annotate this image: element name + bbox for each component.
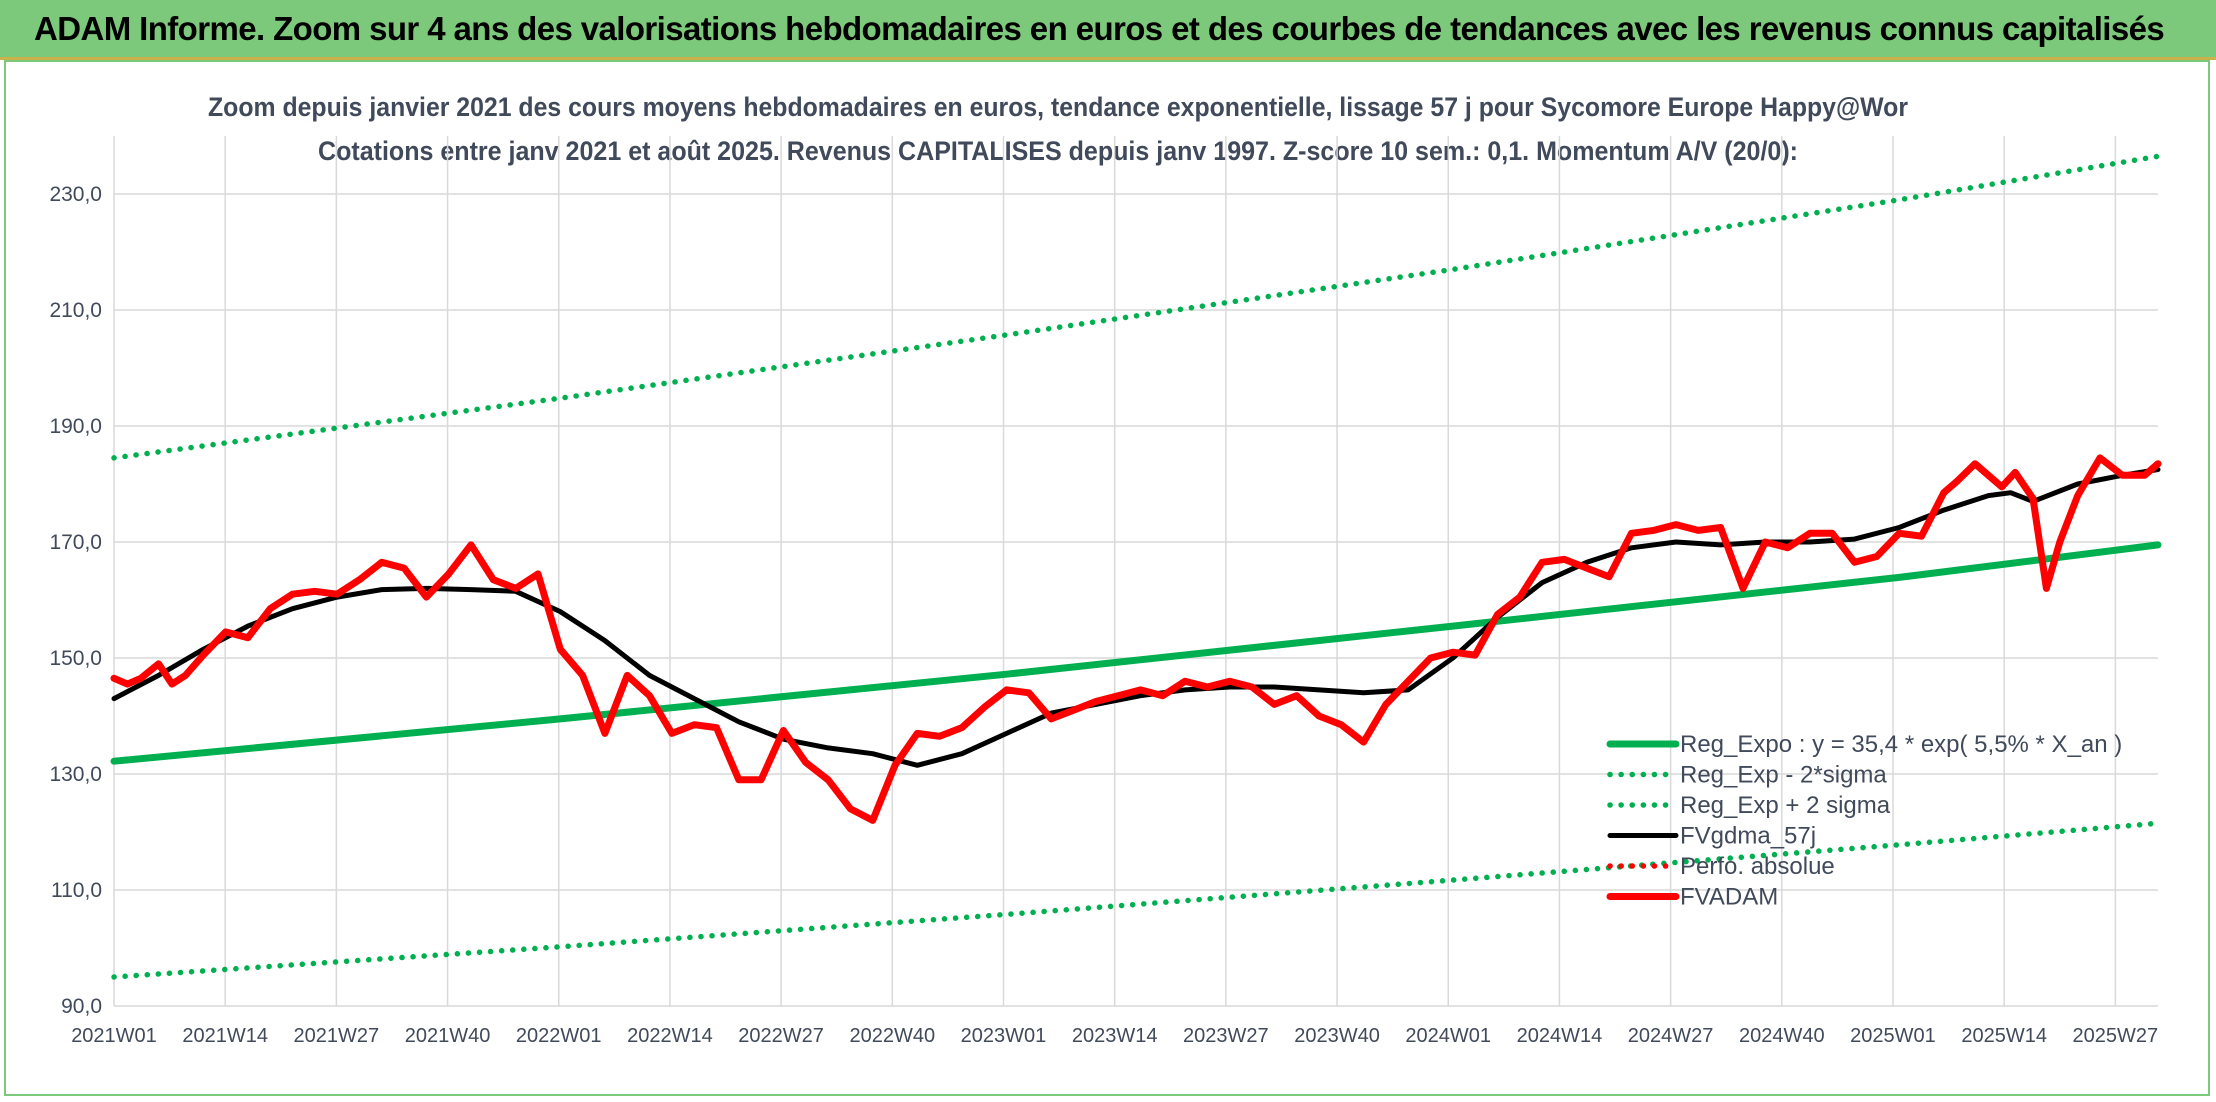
x-tick-label: 2025W27: [2073, 1025, 2159, 1047]
y-tick-label: 90,0: [61, 995, 102, 1018]
legend-label: FVADAM: [1680, 884, 1778, 911]
series-lines: [110, 153, 2162, 980]
series-line-1: [111, 820, 2161, 980]
report-title: ADAM Informe. Zoom sur 4 ans des valoris…: [34, 10, 2165, 47]
x-tick-label: 2021W01: [71, 1025, 157, 1047]
x-tick-label: 2025W01: [1850, 1025, 1936, 1047]
y-tick-label: 190,0: [49, 415, 102, 438]
x-tick-label: 2021W27: [294, 1025, 380, 1047]
legend-label: Reg_Expo : y = 35,4 * exp( 5,5% * X_an ): [1680, 731, 2122, 758]
chart-title: Zoom depuis janvier 2021 des cours moyen…: [208, 92, 1908, 122]
x-tick-label: 2024W14: [1517, 1025, 1603, 1047]
x-tick-label: 2023W01: [961, 1025, 1047, 1047]
legend-label: FVgdma_57j: [1680, 823, 1816, 850]
legend: Reg_Expo : y = 35,4 * exp( 5,5% * X_an )…: [1606, 731, 2122, 911]
series-line-3: [111, 467, 2161, 768]
x-tick-label: 2025W14: [1961, 1025, 2047, 1047]
x-tick-label: 2021W14: [182, 1025, 268, 1047]
y-tick-label: 210,0: [49, 299, 102, 322]
series-line-5: [110, 454, 2162, 824]
legend-label: Reg_Exp - 2*sigma: [1680, 762, 1887, 789]
x-tick-label: 2022W14: [627, 1025, 713, 1047]
x-tick-label: 2022W01: [516, 1025, 602, 1047]
chart-subtitle: Cotations entre janv 2021 et août 2025. …: [318, 136, 1798, 166]
legend-label: Reg_Exp + 2 sigma: [1680, 792, 1891, 819]
y-tick-label: 130,0: [49, 763, 102, 786]
y-tick-label: 150,0: [49, 647, 102, 670]
x-tick-label: 2023W14: [1072, 1025, 1158, 1047]
x-tick-label: 2022W40: [849, 1025, 935, 1047]
gridlines: [113, 136, 2158, 1007]
chart-panel: Zoom depuis janvier 2021 des cours moyen…: [4, 60, 2210, 1096]
series-line-2: [111, 153, 2161, 461]
legend-label: Perfo. absolue: [1680, 853, 1835, 880]
report-banner: ADAM Informe. Zoom sur 4 ans des valoris…: [0, 0, 2216, 60]
x-tick-label: 2024W01: [1405, 1025, 1491, 1047]
series-line-0: [110, 541, 2162, 765]
y-tick-label: 170,0: [49, 531, 102, 554]
x-tick-label: 2023W40: [1294, 1025, 1380, 1047]
y-tick-label: 230,0: [49, 183, 102, 206]
x-tick-label: 2024W40: [1739, 1025, 1825, 1047]
x-tick-label: 2022W27: [738, 1025, 824, 1047]
x-tick-label: 2021W40: [405, 1025, 491, 1047]
axis-labels: 90,0 110,0 130,0 150,0 170,0 190,0 210,0 230,0 2…: [49, 183, 2158, 1047]
chart-canvas: Zoom depuis janvier 2021 des cours moyen…: [49, 92, 2162, 1047]
x-tick-label: 2024W27: [1628, 1025, 1714, 1047]
x-tick-label: 2023W27: [1183, 1025, 1269, 1047]
y-tick-label: 110,0: [51, 879, 102, 902]
